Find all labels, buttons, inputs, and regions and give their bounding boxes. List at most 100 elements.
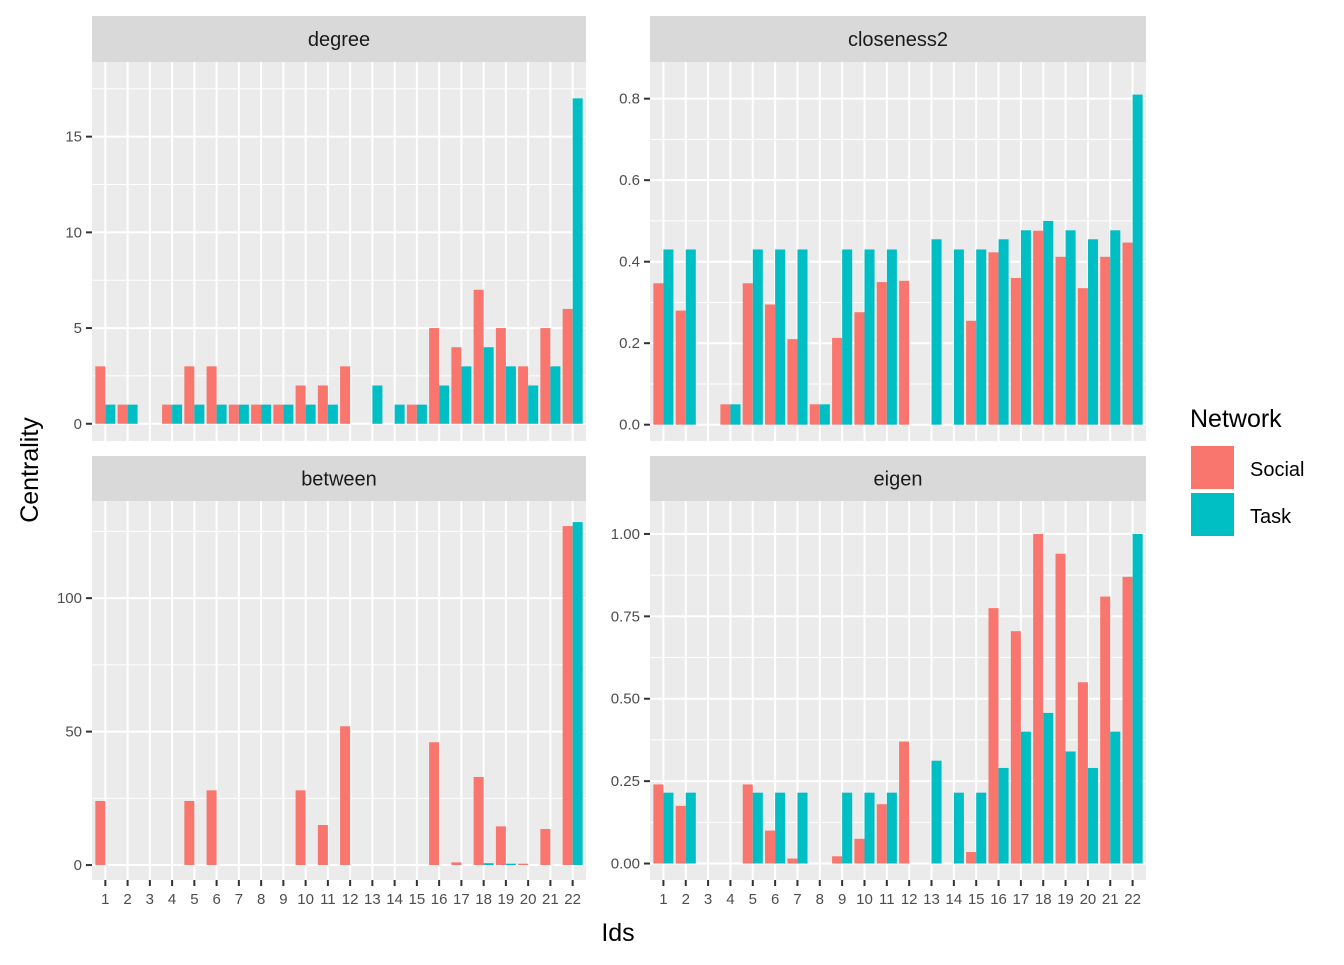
bar-between-social-18 — [473, 776, 484, 866]
x-tick-label: 7 — [235, 891, 243, 908]
bar-degree-task-8 — [261, 404, 272, 424]
x-tick-label: 1 — [101, 891, 109, 908]
x-tick-label: 11 — [320, 891, 336, 908]
bar-eigen-task-22 — [1132, 533, 1143, 864]
bar-closeness2-social-15 — [966, 320, 977, 425]
y-tick-label: 0 — [74, 857, 82, 874]
y-tick-label: 0.0 — [619, 417, 640, 434]
bar-closeness2-social-18 — [1033, 230, 1044, 425]
y-tick-label: 0.8 — [619, 91, 640, 108]
legend-key-task — [1191, 493, 1234, 536]
bar-eigen-task-14 — [953, 792, 964, 864]
bar-between-social-20 — [518, 863, 529, 866]
bar-closeness2-social-17 — [1010, 277, 1021, 425]
bar-closeness2-task-5 — [752, 249, 763, 425]
bar-degree-task-13 — [372, 385, 383, 424]
bar-between-task-22 — [572, 522, 583, 866]
bar-degree-social-22 — [562, 308, 573, 424]
y-tick-label: 0.00 — [611, 856, 640, 873]
bar-closeness2-task-19 — [1065, 230, 1076, 425]
bar-degree-task-15 — [416, 404, 427, 424]
bar-eigen-social-10 — [854, 838, 865, 864]
x-tick-label: 12 — [901, 891, 918, 908]
facet-title-closeness2: closeness2 — [848, 29, 948, 51]
x-tick-label: 11 — [879, 891, 895, 908]
x-tick-label: 10 — [297, 891, 314, 908]
bar-eigen-social-15 — [966, 851, 977, 864]
facet-strip-closeness2 — [650, 16, 1146, 62]
x-tick-label: 17 — [453, 891, 470, 908]
bar-eigen-social-5 — [742, 784, 753, 864]
bar-eigen-task-18 — [1043, 712, 1054, 864]
bar-degree-task-21 — [550, 366, 561, 424]
x-tick-label: 21 — [1102, 891, 1119, 908]
y-tick-label: 0.4 — [619, 254, 640, 271]
bar-closeness2-task-17 — [1020, 230, 1031, 425]
bar-closeness2-social-7 — [787, 339, 798, 425]
bar-eigen-task-6 — [775, 792, 786, 864]
bar-eigen-task-9 — [842, 792, 853, 864]
x-tick-label: 6 — [771, 891, 779, 908]
bar-eigen-task-20 — [1087, 767, 1098, 864]
bar-eigen-social-21 — [1100, 596, 1111, 864]
bar-between-social-5 — [184, 800, 195, 866]
bar-between-social-1 — [95, 800, 106, 866]
y-tick-label: 1.00 — [611, 526, 640, 543]
bar-degree-task-14 — [394, 404, 405, 424]
bar-closeness2-task-1 — [663, 249, 674, 425]
bar-degree-task-19 — [505, 366, 516, 424]
x-tick-label: 10 — [856, 891, 873, 908]
x-tick-label: 7 — [793, 891, 801, 908]
legend-title: Network — [1190, 405, 1282, 433]
x-tick-label: 20 — [1080, 891, 1097, 908]
x-tick-label: 22 — [1124, 891, 1141, 908]
bar-closeness2-task-14 — [953, 249, 964, 425]
bar-closeness2-social-21 — [1100, 256, 1111, 425]
bar-closeness2-social-20 — [1077, 288, 1088, 425]
bar-eigen-task-1 — [663, 792, 674, 864]
bar-closeness2-social-22 — [1122, 242, 1133, 425]
y-tick-label: 0.50 — [611, 691, 640, 708]
bar-closeness2-task-20 — [1087, 239, 1098, 425]
bar-degree-task-9 — [283, 404, 294, 424]
bar-between-social-17 — [451, 862, 462, 866]
x-tick-label: 19 — [498, 891, 515, 908]
bar-closeness2-task-2 — [685, 249, 696, 425]
bar-closeness2-social-16 — [988, 252, 999, 425]
bar-eigen-task-19 — [1065, 751, 1076, 864]
bar-closeness2-task-13 — [931, 239, 942, 425]
bar-eigen-task-5 — [752, 792, 763, 864]
bar-degree-social-7 — [228, 404, 239, 424]
bar-closeness2-social-12 — [899, 280, 910, 425]
x-tick-label: 13 — [364, 891, 381, 908]
facet-strip-degree — [92, 16, 586, 62]
x-tick-label: 21 — [542, 891, 559, 908]
bar-degree-social-1 — [95, 366, 106, 424]
y-tick-label: 0 — [74, 416, 82, 433]
bar-eigen-social-7 — [787, 858, 798, 864]
bar-closeness2-social-9 — [832, 337, 843, 425]
y-tick-label: 5 — [74, 320, 82, 337]
bar-closeness2-social-8 — [809, 404, 820, 425]
legend-label-social: Social — [1250, 459, 1304, 481]
bar-closeness2-task-10 — [864, 249, 875, 425]
x-tick-label: 13 — [923, 891, 940, 908]
bar-closeness2-task-6 — [775, 249, 786, 425]
x-tick-label: 8 — [816, 891, 824, 908]
bar-degree-task-11 — [327, 404, 338, 424]
bar-degree-task-20 — [528, 385, 539, 424]
legend-key-social — [1191, 446, 1234, 489]
y-tick-label: 50 — [65, 724, 82, 741]
bar-degree-social-11 — [317, 385, 328, 424]
bar-degree-social-20 — [518, 366, 529, 424]
bar-degree-task-18 — [483, 347, 494, 424]
x-tick-label: 19 — [1057, 891, 1074, 908]
bar-eigen-social-9 — [832, 856, 843, 864]
y-tick-label: 0.25 — [611, 773, 640, 790]
x-tick-label: 2 — [123, 891, 131, 908]
bar-closeness2-social-4 — [720, 404, 731, 425]
y-tick-label: 0.75 — [611, 608, 640, 625]
bar-eigen-social-2 — [675, 805, 686, 864]
